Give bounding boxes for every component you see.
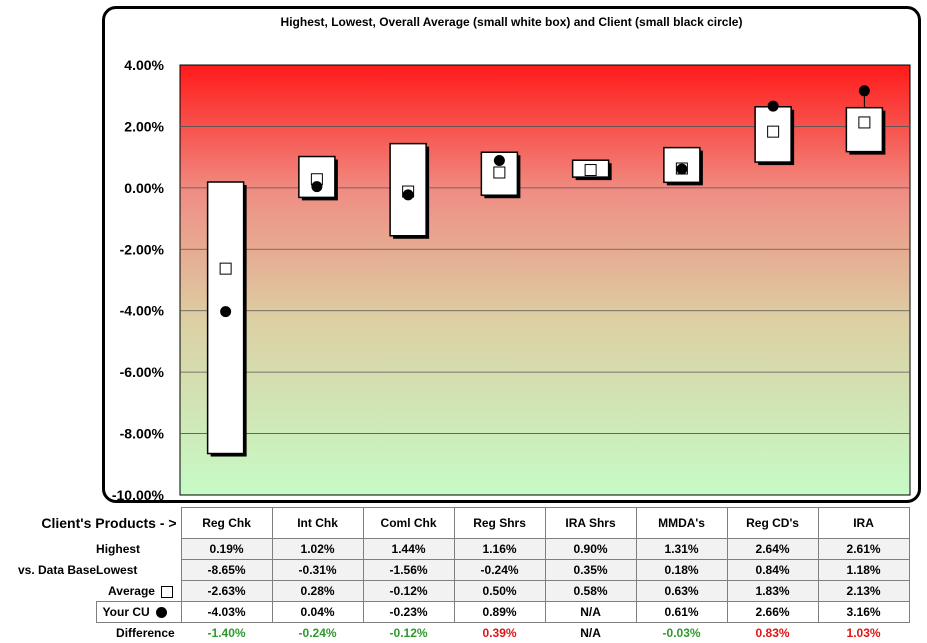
table-cell: 0.61% (636, 602, 727, 623)
col-header: Int Chk (272, 508, 363, 539)
table-cell: 3.16% (818, 602, 909, 623)
y-tick-label: 2.00% (124, 118, 164, 134)
difference-cell: N/A (545, 623, 636, 643)
header-label-text: Client's Products - > (41, 515, 176, 531)
col-header: Reg CD's (727, 508, 818, 539)
col-header: Coml Chk (363, 508, 454, 539)
difference-cell: 0.83% (727, 623, 818, 643)
vs-database-label: vs. Data Base (0, 560, 96, 581)
col-header: IRA Shrs (545, 508, 636, 539)
table-cell: 0.04% (272, 602, 363, 623)
range-box (208, 182, 244, 454)
table-cell: 1.16% (454, 539, 545, 560)
row-label-highest: Highest (96, 539, 181, 560)
table-cell: -0.23% (363, 602, 454, 623)
difference-cell: -0.03% (636, 623, 727, 643)
table-cell: 1.02% (272, 539, 363, 560)
client-dot (220, 306, 231, 317)
row-label-client: Your CU (96, 602, 181, 623)
y-tick-label: 4.00% (124, 57, 164, 73)
difference-cell: 0.39% (454, 623, 545, 643)
client-dot (676, 164, 687, 175)
difference-cell: -0.24% (272, 623, 363, 643)
client-dot (494, 155, 505, 166)
col-header: MMDA's (636, 508, 727, 539)
table-cell: 0.28% (272, 581, 363, 602)
table-cell: 0.18% (636, 560, 727, 581)
y-tick-label: -4.00% (120, 303, 165, 319)
difference-cell: 1.03% (818, 623, 909, 643)
table-cell: -0.31% (272, 560, 363, 581)
row-label-difference: Difference (96, 623, 181, 643)
y-tick-label: -10.00% (112, 487, 165, 503)
average-label-text: Average (108, 584, 155, 598)
table-cell: 1.18% (818, 560, 909, 581)
average-box-icon (161, 586, 173, 598)
table-cell: 1.44% (363, 539, 454, 560)
table-cell: 2.64% (727, 539, 818, 560)
table-cell: 2.66% (727, 602, 818, 623)
table-cell: 0.84% (727, 560, 818, 581)
client-dot (403, 189, 414, 200)
table-cell: 0.35% (545, 560, 636, 581)
y-tick-label: 0.00% (124, 180, 164, 196)
table-cell: -1.56% (363, 560, 454, 581)
row-label-average: Average (96, 581, 181, 602)
table-cell: 0.89% (454, 602, 545, 623)
difference-cell: -1.40% (181, 623, 272, 643)
table-cell: -4.03% (181, 602, 272, 623)
table-cell: 0.19% (181, 539, 272, 560)
chart-svg: 4.00% 2.00% 0.00% -2.00% -4.00% -6.00% -8.00% -… (0, 0, 927, 505)
table-cell: -8.65% (181, 560, 272, 581)
table-cell: 2.13% (818, 581, 909, 602)
table-cell: -2.63% (181, 581, 272, 602)
y-tick-label: -6.00% (120, 364, 165, 380)
row-label-lowest: Lowest (96, 560, 181, 581)
table-cell: 0.63% (636, 581, 727, 602)
average-marker (220, 263, 231, 274)
client-label-text: Your CU (103, 605, 150, 619)
average-marker (585, 165, 596, 176)
average-marker (859, 117, 870, 128)
client-dot (768, 101, 779, 112)
y-tick-label: -8.00% (120, 426, 165, 442)
y-tick-label: -2.00% (120, 241, 165, 257)
table-cell: -0.24% (454, 560, 545, 581)
table-cell: 0.90% (545, 539, 636, 560)
table-cell: -0.12% (363, 581, 454, 602)
difference-cell: -0.12% (363, 623, 454, 643)
data-table: Client's Products - > Reg Chk Int Chk Co… (0, 507, 910, 643)
plot-area (180, 65, 910, 495)
products-header-label: Client's Products - > (0, 508, 181, 539)
col-header: IRA (818, 508, 909, 539)
range-box (846, 108, 882, 152)
average-marker (494, 167, 505, 178)
table-cell: 1.83% (727, 581, 818, 602)
client-dot (859, 85, 870, 96)
table-cell: 1.31% (636, 539, 727, 560)
client-dot-icon (156, 607, 167, 618)
client-dot (311, 181, 322, 192)
y-axis-ticks: 4.00% 2.00% 0.00% -2.00% -4.00% -6.00% -8.00% -… (112, 57, 165, 503)
table-cell: 2.61% (818, 539, 909, 560)
average-marker (768, 126, 779, 137)
table-cell: N/A (545, 602, 636, 623)
table-cell: 0.58% (545, 581, 636, 602)
col-header: Reg Chk (181, 508, 272, 539)
col-header: Reg Shrs (454, 508, 545, 539)
table-cell: 0.50% (454, 581, 545, 602)
